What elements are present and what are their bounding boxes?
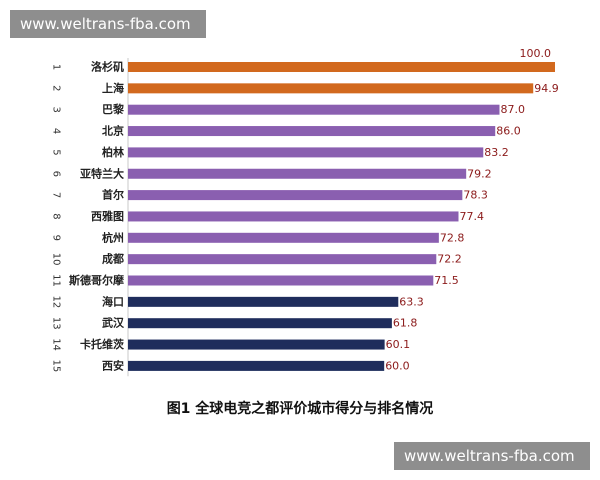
value-label: 79.2: [467, 167, 492, 180]
watermark-top: www.weltrans-fba.com: [10, 10, 206, 38]
bar: [128, 190, 463, 201]
rank-label: 13: [51, 317, 62, 330]
rank-label: 2: [51, 85, 62, 91]
category-label: 杭州: [102, 230, 124, 244]
value-label: 60.1: [386, 338, 411, 351]
rank-label: 3: [51, 107, 62, 113]
bar: [128, 147, 484, 158]
category-label: 西雅图: [91, 209, 124, 223]
watermark-bottom: www.weltrans-fba.com: [394, 442, 590, 470]
bar-chart: 1 洛杉矶 100.0 2 上海 94.9 3 巴黎 87.0 4 北京 86.0 5 柏林 83.2 6 亚特…: [51, 47, 559, 377]
category-label: 斯德哥尔摩: [69, 273, 125, 287]
bar: [128, 126, 496, 137]
category-label: 成都: [102, 252, 124, 266]
category-label: 巴黎: [102, 102, 125, 116]
rank-label: 9: [51, 235, 62, 241]
value-label: 87.0: [500, 103, 525, 116]
value-label: 71.5: [434, 274, 459, 287]
bar: [128, 339, 385, 350]
bar: [128, 232, 439, 243]
bar: [128, 62, 555, 72]
category-label: 亚特兰大: [80, 166, 124, 180]
category-label: 上海: [102, 81, 124, 95]
bar: [128, 168, 467, 179]
value-label: 78.3: [463, 189, 488, 202]
rank-label: 12: [51, 295, 62, 308]
rank-label: 7: [51, 192, 62, 198]
value-label: 72.2: [437, 253, 462, 266]
rank-label: 14: [51, 338, 62, 351]
category-label: 柏林: [102, 145, 124, 159]
bar: [128, 211, 459, 222]
value-label: 83.2: [484, 146, 509, 159]
bar: [128, 275, 434, 286]
rank-label: 6: [51, 171, 62, 177]
value-label: 94.9: [534, 82, 559, 95]
rank-label: 10: [51, 253, 62, 266]
value-label: 100.0: [520, 47, 552, 60]
bar: [128, 360, 385, 371]
rank-label: 1: [51, 64, 62, 70]
category-label: 北京: [102, 124, 124, 138]
value-label: 77.4: [459, 210, 484, 223]
value-label: 63.3: [399, 295, 424, 308]
bar: [128, 318, 392, 329]
rank-label: 5: [51, 149, 62, 155]
category-label: 卡托维茨: [80, 337, 124, 351]
bar: [128, 83, 534, 94]
rank-label: 4: [51, 128, 62, 134]
category-label: 首尔: [102, 188, 124, 202]
bar: [128, 104, 500, 115]
category-label: 洛杉矶: [91, 60, 124, 74]
bar: [128, 296, 399, 307]
value-label: 86.0: [496, 125, 520, 138]
category-label: 海口: [102, 294, 124, 308]
value-label: 61.8: [393, 317, 418, 330]
chart-caption: 图1 全球电竞之都评价城市得分与排名情况: [166, 401, 434, 417]
rank-label: 15: [51, 360, 62, 373]
category-label: 西安: [102, 358, 124, 372]
rank-label: 8: [51, 213, 62, 219]
category-label: 武汉: [102, 316, 125, 330]
value-label: 72.8: [440, 231, 465, 244]
bar: [128, 254, 437, 265]
rank-label: 11: [51, 274, 62, 287]
value-label: 60.0: [385, 359, 410, 372]
